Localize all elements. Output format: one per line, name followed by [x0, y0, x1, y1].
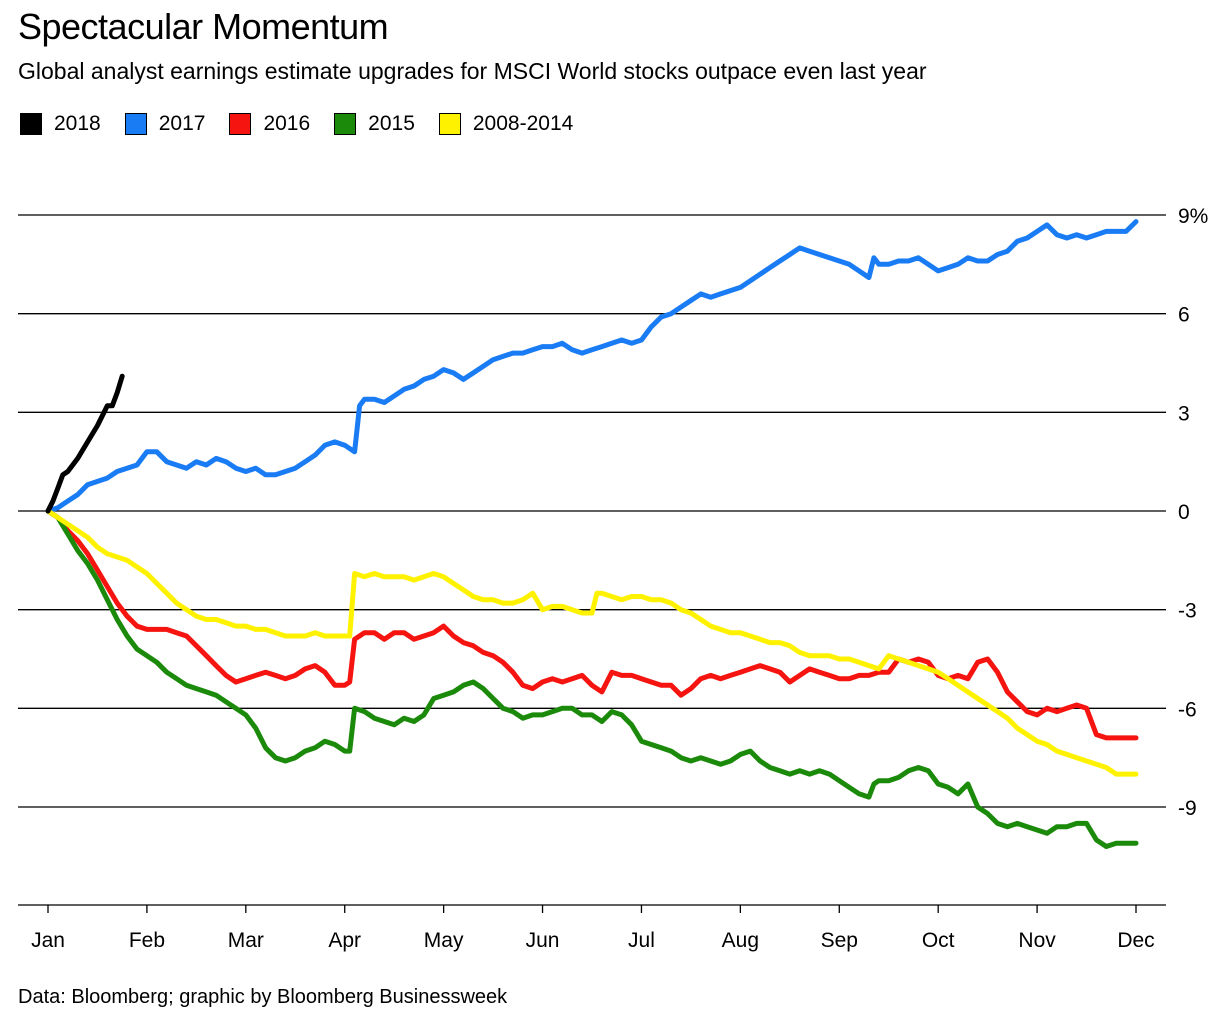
y-tick-label: -3 [1178, 600, 1197, 623]
series-line-2018 [45, 373, 125, 514]
x-tick-label: Jul [628, 929, 655, 952]
series-lines [45, 219, 1139, 849]
y-tick-label: -6 [1178, 698, 1197, 721]
legend-label-2008-2014: 2008-2014 [472, 112, 574, 135]
y-tick-label: 3 [1178, 402, 1190, 425]
legend-swatch-2016 [229, 113, 252, 135]
x-tick-label: Feb [129, 929, 165, 952]
legend-item-2017: 2017 [124, 112, 206, 136]
source-note: Data: Bloomberg; graphic by Bloomberg Bu… [18, 986, 508, 1008]
y-tick-label: -9 [1178, 797, 1197, 820]
legend-label-2015: 2015 [368, 112, 415, 135]
x-tick-label: Mar [228, 929, 264, 952]
x-tick-label: Jun [526, 929, 560, 952]
series-line-2017 [45, 219, 1139, 514]
series-line-2008-2014 [45, 508, 1139, 777]
legend-item-2008-2014: 2008-2014 [438, 112, 574, 136]
legend-swatch-2018 [20, 113, 42, 135]
x-tick-label: Apr [328, 929, 361, 952]
legend-label-2017: 2017 [158, 112, 206, 135]
y-tick-label: 0 [1178, 501, 1190, 524]
y-axis-tick-labels: 9% 6 3 0 -3 -6 -9 [1178, 205, 1208, 820]
chart-title: Spectacular Momentum [18, 6, 389, 47]
gridlines [18, 214, 1166, 808]
x-tick-label: Jan [31, 929, 65, 952]
legend: 2018 2017 2016 2015 2008-2014 [20, 112, 597, 136]
legend-swatch-2017 [124, 113, 147, 135]
x-tick-label: Oct [922, 929, 955, 952]
x-axis: Jan Feb Mar Apr May Jun Jul Aug Sep Oct Nov Dec [18, 904, 1166, 952]
legend-label-2018: 2018 [54, 112, 101, 135]
legend-item-2016: 2016 [229, 112, 310, 136]
legend-swatch-2008-2014 [438, 113, 461, 135]
x-tick-label: Nov [1018, 929, 1056, 952]
y-tick-label: 6 [1178, 304, 1190, 327]
legend-item-2015: 2015 [334, 112, 415, 136]
x-tick-label: Dec [1117, 929, 1154, 952]
series-line-2016 [45, 508, 1139, 741]
y-tick-label: 9% [1178, 205, 1208, 228]
legend-swatch-2015 [334, 113, 357, 135]
legend-label-2016: 2016 [263, 112, 311, 135]
chart-subtitle: Global analyst earnings estimate upgrade… [18, 58, 927, 84]
series-line-2015 [45, 508, 1139, 849]
x-tick-label: Aug [722, 929, 759, 952]
legend-item-2018: 2018 [20, 112, 101, 136]
x-tick-label: Sep [821, 929, 858, 952]
x-tick-label: May [424, 929, 464, 952]
